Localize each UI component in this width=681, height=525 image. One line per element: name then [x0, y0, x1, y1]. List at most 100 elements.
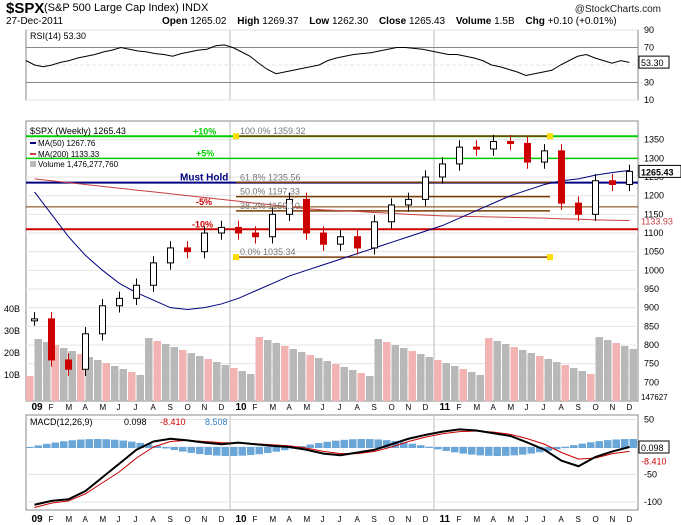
macd-histogram-bar: [332, 440, 340, 448]
x-tick-label: O: [593, 403, 599, 412]
macd-histogram-bar: [553, 447, 561, 450]
x-tick-label: F: [253, 403, 258, 412]
volume-bar: [357, 373, 365, 401]
x-tick-label: M: [474, 403, 481, 412]
x-tick-label: 10: [236, 514, 248, 525]
volume-bar: [570, 368, 578, 401]
x-tick-label: J: [338, 403, 342, 412]
macd-histogram-bar: [366, 439, 374, 448]
price-tick-label: 850: [644, 321, 659, 331]
volume-bar: [145, 338, 153, 401]
ma200-line: [34, 178, 630, 222]
x-tick-label: O: [185, 403, 191, 412]
macd-current-value: 0.098: [641, 443, 664, 453]
macd-histogram-bar: [204, 447, 212, 455]
candle-body: [626, 170, 633, 185]
candle-body: [354, 236, 361, 249]
volume-bar: [485, 338, 493, 401]
macd-histogram-bar: [527, 447, 535, 454]
x-tick-label: S: [576, 403, 581, 412]
rsi-line: [25, 44, 630, 77]
volume-bar: [451, 366, 459, 401]
candle-body: [31, 318, 38, 322]
fib-anchor: [233, 133, 239, 140]
macd-histogram-bar: [60, 441, 68, 448]
macd-histogram-bar: [451, 447, 459, 453]
x-tick-label: M: [508, 515, 515, 524]
x-tick-label: J: [525, 515, 529, 524]
macd-histogram-bar: [85, 439, 93, 448]
x-tick-label: S: [168, 403, 173, 412]
volume-bar: [629, 349, 637, 401]
candle-body: [490, 141, 497, 150]
price-tick-label: 1200: [644, 191, 664, 201]
macd-histogram-bar: [145, 444, 153, 448]
volume-bar: [493, 341, 501, 401]
volume-bar: [459, 369, 467, 401]
macd-histogram-bar: [578, 443, 586, 448]
volume-bar: [536, 356, 544, 401]
x-tick-label: N: [610, 403, 616, 412]
x-tick-label: A: [559, 403, 565, 412]
candle-body: [592, 180, 599, 215]
price-tick-label: 1350: [644, 135, 664, 145]
x-tick-label: M: [304, 515, 311, 524]
macd-histogram-bar: [519, 447, 527, 455]
x-tick-label: M: [66, 515, 73, 524]
price-tick-label: 950: [644, 284, 659, 294]
rsi-tick-label: 90: [644, 25, 654, 35]
rsi-tick-label: 70: [644, 43, 654, 53]
volume-bar: [136, 375, 144, 401]
x-tick-label: 09: [32, 402, 44, 413]
volume-bar: [374, 339, 382, 401]
macd-histogram-bar: [604, 440, 612, 448]
candle-body: [507, 141, 514, 145]
macd-histogram-bar: [485, 447, 493, 456]
macd-label: MACD(12,26,9): [30, 417, 93, 427]
volume-bar: [94, 360, 102, 401]
macd-histogram-bar: [442, 447, 450, 451]
macd-histogram-bar: [77, 439, 85, 448]
x-tick-label: S: [372, 403, 377, 412]
macd-histogram-bar: [102, 439, 110, 448]
chart-header: $SPX (S&P 500 Large Cap Index) INDX 27-D…: [0, 0, 681, 30]
x-tick-label: O: [389, 515, 395, 524]
candle-body: [218, 226, 225, 234]
x-tick-label: M: [270, 403, 277, 412]
x-tick-label: D: [627, 515, 633, 524]
x-tick-label: A: [355, 515, 361, 524]
macd-histogram-bar: [153, 445, 161, 448]
x-tick-label: N: [202, 403, 208, 412]
fib-anchor: [547, 254, 553, 261]
macd-histogram-bar: [629, 439, 637, 448]
volume-bar: [502, 344, 510, 401]
volume-bar: [272, 343, 280, 401]
x-tick-label: F: [49, 515, 54, 524]
x-tick-label: D: [423, 403, 429, 412]
date-label: 27-Dec-2011: [6, 16, 64, 27]
macd-histogram-bar: [391, 441, 399, 448]
security-name: (S&P 500 Large Cap Index) INDX: [44, 2, 209, 14]
x-tick-label: J: [525, 403, 529, 412]
x-tick-label: F: [457, 515, 462, 524]
macd-histogram-bar: [561, 446, 569, 448]
volume-bar: [315, 358, 323, 401]
x-tick-label: M: [304, 403, 311, 412]
volume-bar: [102, 363, 110, 401]
legend-title: $SPX (Weekly) 1265.43: [30, 126, 126, 136]
volume-bar: [187, 353, 195, 401]
ohlc-readout: Open 1265.02 High 1269.37 Low 1262.30 Cl…: [162, 16, 617, 27]
volume-tick-label: 40B: [4, 304, 20, 314]
macd-histogram-bar: [213, 447, 221, 456]
x-tick-label: 09: [32, 514, 44, 525]
candle-body: [388, 204, 395, 223]
macd-histogram-bar: [383, 440, 391, 448]
macd-histogram-bar: [230, 447, 238, 456]
last-price-value: 1265.43: [641, 167, 674, 177]
x-tick-label: F: [457, 403, 462, 412]
volume-bar: [128, 372, 136, 401]
price-tick-label: 750: [644, 359, 659, 369]
macd-histogram-bar: [408, 443, 416, 448]
macd-histogram-bar: [315, 443, 323, 448]
